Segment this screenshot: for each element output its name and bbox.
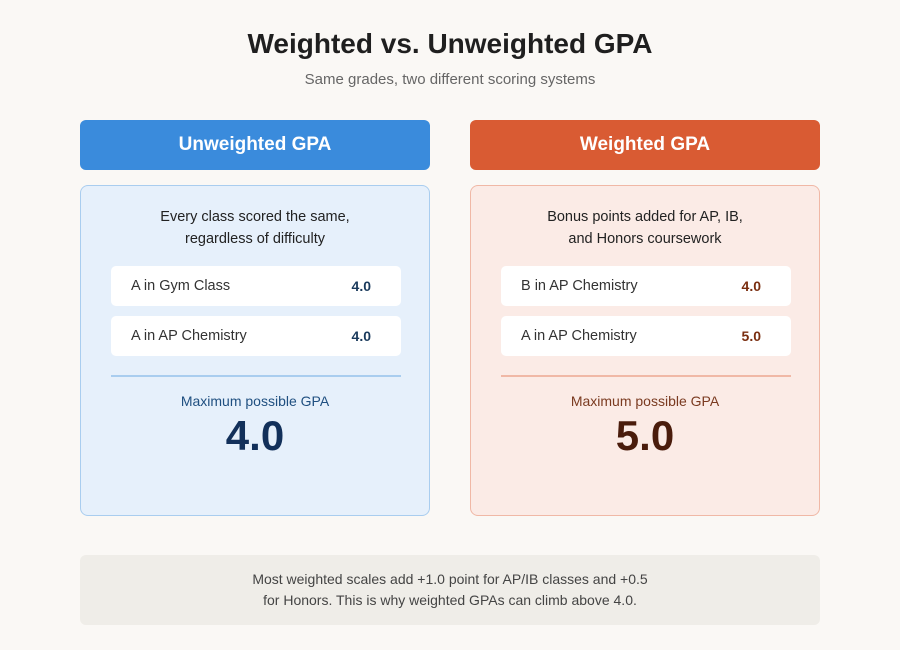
description-line: Every class scored the same, <box>160 209 350 225</box>
max-value: 4.0 <box>225 412 285 459</box>
panel-description: Bonus points added for AP, IB, and Honor… <box>471 206 819 250</box>
divider <box>501 375 791 377</box>
grade-label: A in AP Chemistry <box>521 328 637 344</box>
panel-description: Every class scored the same, regardless … <box>81 206 429 250</box>
description-line: Bonus points added for AP, IB, <box>547 209 743 225</box>
subtitle: Same grades, two different scoring syste… <box>304 71 596 88</box>
panel: Bonus points added for AP, IB, and Honor… <box>470 185 820 516</box>
grade-value: 4.0 <box>351 328 371 344</box>
panel: Every class scored the same, regardless … <box>80 185 430 516</box>
grade-value: 5.0 <box>741 328 761 344</box>
footnote: Most weighted scales add +1.0 point for … <box>80 555 820 625</box>
grade-label: A in Gym Class <box>131 278 231 294</box>
grade-value: 4.0 <box>741 278 761 294</box>
divider <box>111 375 401 377</box>
description-line: regardless of difficulty <box>185 231 325 247</box>
panel-header: Unweighted GPA <box>80 120 430 170</box>
footnote-line: Most weighted scales add +1.0 point for … <box>252 571 648 587</box>
grade-value: 4.0 <box>351 278 371 294</box>
max-value: 5.0 <box>615 412 675 459</box>
title: Weighted vs. Unweighted GPA <box>247 28 653 59</box>
footnote-line: for Honors. This is why weighted GPAs ca… <box>263 592 637 608</box>
panel-header: Weighted GPA <box>470 120 820 170</box>
grade-row: A in Gym Class 4.0 <box>111 266 401 306</box>
grade-label: B in AP Chemistry <box>521 278 638 294</box>
grade-label: A in AP Chemistry <box>131 328 247 344</box>
max-label: Maximum possible GPA <box>570 393 720 409</box>
grade-row: A in AP Chemistry 5.0 <box>501 316 791 356</box>
grade-row: A in AP Chemistry 4.0 <box>111 316 401 356</box>
grade-row: B in AP Chemistry 4.0 <box>501 266 791 306</box>
max-label: Maximum possible GPA <box>180 393 330 409</box>
description-line: and Honors coursework <box>568 231 722 247</box>
